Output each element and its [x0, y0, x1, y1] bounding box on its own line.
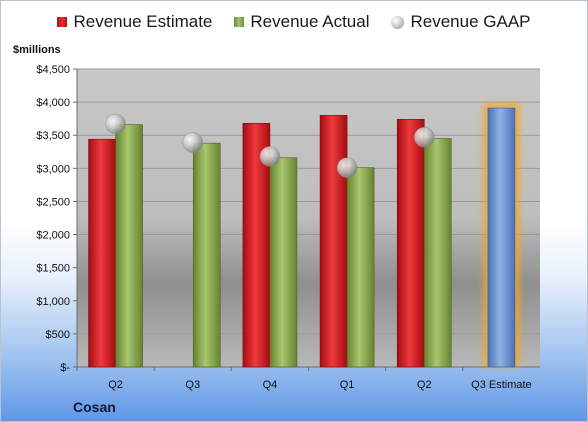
- point-revenue-gaap: [105, 113, 126, 135]
- x-tick-label: Q1: [340, 379, 355, 391]
- point-revenue-gaap: [259, 146, 281, 167]
- bar-revenue-actual: [346, 167, 375, 368]
- legend-item-estimate: Revenue Estimate: [57, 9, 212, 35]
- bar-revenue-actual: [269, 157, 298, 368]
- legend-label-actual: Revenue Actual: [250, 12, 370, 31]
- y-tick-label: $3,500: [36, 130, 70, 142]
- y-tick-label: $500: [46, 329, 70, 341]
- y-tick-label: $3,000: [36, 163, 70, 175]
- y-tick-label: $-: [60, 362, 70, 374]
- legend-label-estimate: Revenue Estimate: [73, 12, 213, 31]
- legend-swatch-gaap: [391, 15, 405, 29]
- company-name: Cosan: [73, 399, 116, 415]
- bar-revenue-actual: [192, 142, 221, 368]
- y-tick-label: $2,500: [36, 196, 70, 208]
- bar-revenue-projection: [487, 107, 516, 368]
- y-tick-label: $2,000: [36, 230, 70, 242]
- y-tick-label: $1,000: [36, 296, 70, 308]
- legend-swatch-actual: [234, 17, 245, 27]
- x-tick-label: Q3: [185, 379, 200, 391]
- y-tick-label: $4,500: [36, 64, 70, 76]
- bar-revenue-estimate: [319, 115, 348, 368]
- plot-area: [77, 69, 540, 367]
- x-tick-label: Q2: [108, 379, 123, 391]
- point-revenue-gaap: [182, 132, 203, 153]
- legend-swatch-estimate: [57, 17, 68, 27]
- chart-legend: Revenue Estimate Revenue Actual Revenue …: [1, 9, 587, 35]
- bar-chart: $- $500 $1,000 $1,500 $2,000 $2,500 $3,000 $3,5…: [36, 64, 540, 391]
- legend-item-gaap: Revenue GAAP: [391, 9, 531, 35]
- point-revenue-gaap: [414, 126, 435, 148]
- y-tick-label: $4,000: [36, 97, 70, 109]
- bar-revenue-actual: [423, 138, 452, 368]
- bar-revenue-actual: [115, 124, 143, 368]
- bar-revenue-estimate: [396, 119, 425, 368]
- x-tick-label: Q3 Estimate: [471, 379, 532, 391]
- point-revenue-gaap: [336, 157, 358, 178]
- legend-label-gaap: Revenue GAAP: [410, 12, 531, 31]
- y-axis-units-label: $millions: [13, 44, 61, 56]
- legend-item-actual: Revenue Actual: [234, 9, 369, 35]
- bar-revenue-estimate: [88, 138, 116, 368]
- x-tick-label: Q2: [417, 379, 432, 391]
- x-tick-label: Q4: [263, 379, 278, 391]
- y-tick-label: $1,500: [36, 263, 70, 275]
